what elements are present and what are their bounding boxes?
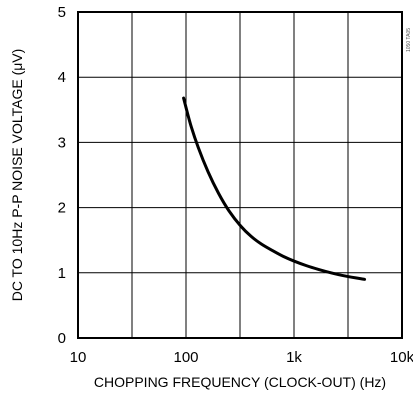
y-tick-label: 5 [58, 4, 66, 21]
series-group [182, 96, 367, 281]
x-tick-label: 10 [70, 349, 87, 366]
x-tick-label: 1k [286, 349, 302, 366]
y-tick-labels: 0 1 2 3 4 5 [58, 4, 66, 347]
y-tick-label: 0 [58, 330, 66, 347]
noise-curve [182, 96, 367, 281]
x-tick-label: 10k [390, 349, 413, 366]
x-tick-label: 100 [173, 349, 198, 366]
y-tick-label: 3 [58, 134, 66, 151]
x-tick-labels: 10 100 1k 10k [70, 349, 413, 366]
y-axis-title: DC TO 10Hz P-P NOISE VOLTAGE (μV) [9, 49, 25, 302]
x-axis-title: CHOPPING FREQUENCY (CLOCK-OUT) (Hz) [94, 374, 386, 390]
plot-frame-group [77, 11, 403, 339]
figure-code: 1050 TA05 [406, 28, 412, 52]
y-tick-label: 4 [58, 69, 66, 86]
y-tick-label: 2 [58, 200, 66, 217]
plot-frame [77, 11, 403, 339]
y-tick-label: 1 [58, 265, 66, 282]
grid-lines [77, 11, 402, 339]
